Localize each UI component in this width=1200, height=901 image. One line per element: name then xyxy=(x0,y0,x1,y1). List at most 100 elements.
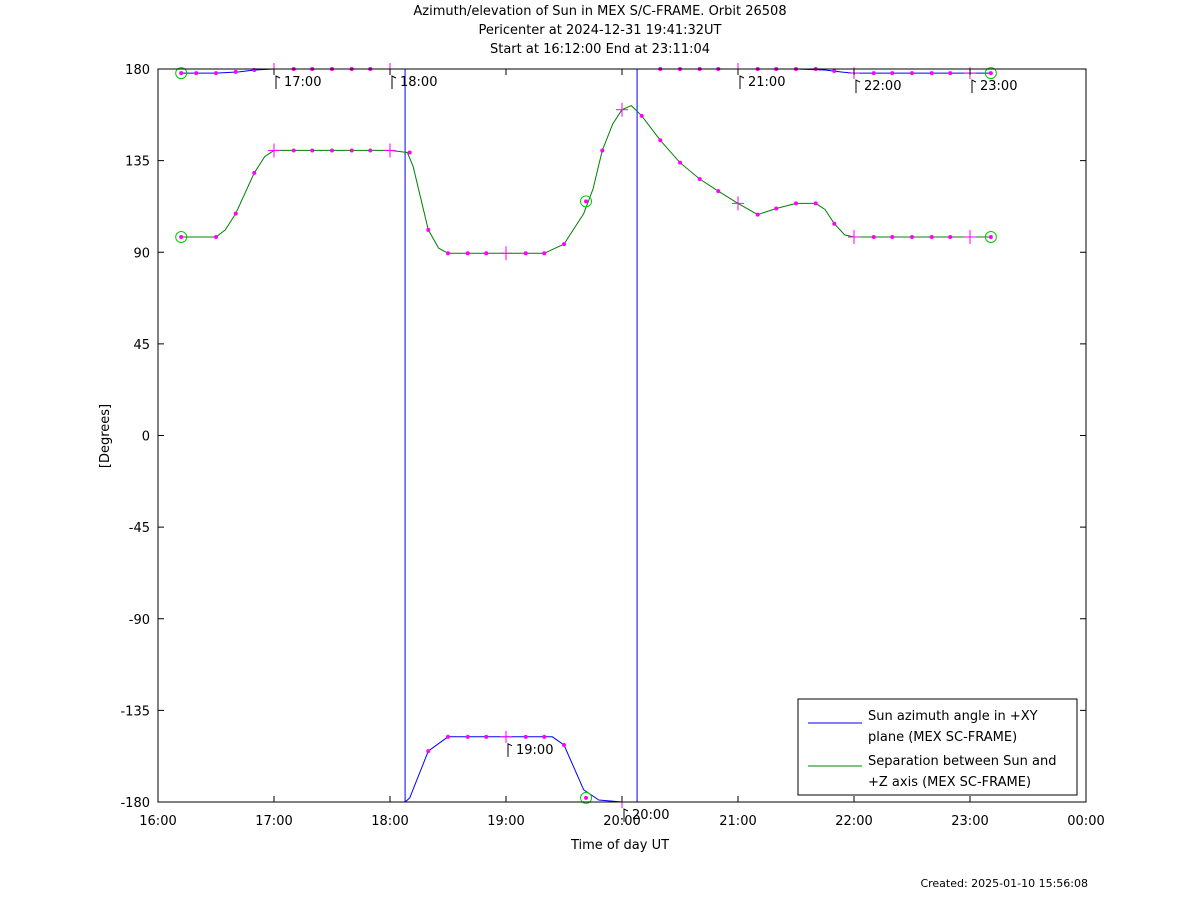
azimuth-hour-arrow xyxy=(739,75,745,89)
separation-marker-dot xyxy=(890,234,895,239)
legend-box xyxy=(797,698,1078,796)
x-tick-label: 19:00 xyxy=(487,814,524,829)
azimuth-marker-dot xyxy=(446,734,450,739)
separation-marker-dot xyxy=(929,234,934,239)
azimuth-marker-dot xyxy=(890,71,895,76)
azimuth-hour-arrow xyxy=(971,79,977,94)
azimuth-hour-label: 19:00 xyxy=(516,743,553,758)
separation-marker-dot xyxy=(639,113,644,118)
legend: Sun azimuth angle in +XY plane (MEX SC-F… xyxy=(797,698,1078,796)
azimuth-marker-dot xyxy=(562,742,566,747)
azimuth-hour-label: 21:00 xyxy=(748,75,785,90)
separation-marker-dot xyxy=(697,176,702,181)
separation-marker-dot xyxy=(910,234,914,239)
azimuth-hour-label: 18:00 xyxy=(400,75,437,90)
azimuth-endpoint-circle xyxy=(580,791,593,804)
x-axis-label: Time of day UT xyxy=(570,838,669,853)
azimuth-marker-dot xyxy=(426,749,431,754)
x-tick-label: 18:00 xyxy=(371,814,408,829)
azimuth-marker-dot xyxy=(910,71,914,76)
x-tick-label: 21:00 xyxy=(719,814,756,829)
x-tick-label: 16:00 xyxy=(139,814,176,829)
azimuth-marker-dot xyxy=(465,734,470,739)
separation-marker-dot xyxy=(755,212,760,217)
separation-marker-dot xyxy=(542,251,547,256)
separation-marker-dot xyxy=(310,148,315,153)
azimuth-marker-dot xyxy=(542,734,547,739)
separation-marker-dot xyxy=(794,201,798,206)
separation-marker-dot xyxy=(813,201,818,206)
chart-title: Azimuth/elevation of Sun in MEX S/C-FRAM… xyxy=(413,4,787,19)
y-tick-label: -45 xyxy=(129,521,150,536)
azimuth-hour-arrow xyxy=(391,75,397,89)
legend-label-separation-2: +Z axis (MEX SC-FRAME) xyxy=(868,775,1031,790)
separation-marker-dot xyxy=(291,148,296,153)
azimuth-marker-dot xyxy=(832,69,837,74)
azimuth-marker-dot xyxy=(948,71,953,76)
azimuth-marker-dot xyxy=(523,734,528,739)
start-end-subtitle: Start at 16:12:00 End at 23:11:04 xyxy=(489,42,711,57)
azimuth-endpoint-dot xyxy=(179,71,184,76)
azimuth-hour-label: 23:00 xyxy=(980,79,1017,94)
separation-line xyxy=(181,105,991,254)
separation-marker-dot xyxy=(600,148,605,153)
x-tick-label: 17:00 xyxy=(255,814,292,829)
y-tick-label: 90 xyxy=(133,246,150,261)
azimuth-hour-label: 22:00 xyxy=(864,79,901,94)
azimuth-marker-dot xyxy=(484,734,489,739)
separation-endpoint-dot xyxy=(988,234,993,239)
separation-marker-dot xyxy=(407,150,412,155)
separation-marker-dot xyxy=(446,251,450,256)
azimuth-endpoint-dot xyxy=(988,71,993,76)
x-tick-label: 00:00 xyxy=(1067,814,1104,829)
y-tick-label: 45 xyxy=(133,338,150,353)
y-tick-label: -180 xyxy=(120,796,150,811)
azimuth-hour-label: 20:00 xyxy=(632,808,669,823)
separation-marker-dot xyxy=(426,227,431,232)
separation-marker-dot xyxy=(233,211,238,216)
azimuth-marker-dot xyxy=(194,71,199,76)
x-tick-label: 23:00 xyxy=(951,814,988,829)
plot-frame xyxy=(157,68,1087,803)
azimuth-hour-label: 17:00 xyxy=(284,75,321,90)
azimuth-endpoint-dot xyxy=(584,795,589,800)
created-timestamp: Created: 2025-01-10 15:56:08 xyxy=(920,877,1088,890)
azimuth-marker-dot xyxy=(214,71,218,76)
y-axis-label: [Degrees] xyxy=(98,404,113,468)
separation-marker-dot xyxy=(678,160,682,165)
separation-marker-dot xyxy=(368,148,373,153)
separation-endpoint-circle xyxy=(580,195,593,208)
azimuth-hour-arrow xyxy=(507,743,513,757)
separation-marker-dot xyxy=(484,251,489,256)
azimuth-marker-dot xyxy=(233,69,238,74)
separation-marker-dot xyxy=(562,242,566,247)
separation-endpoint-dot xyxy=(584,199,589,204)
separation-marker-dot xyxy=(658,138,663,143)
azimuth-marker-dot xyxy=(871,71,876,76)
y-tick-label: 135 xyxy=(125,155,150,170)
separation-marker-dot xyxy=(252,170,257,175)
legend-label-azimuth-1: Sun azimuth angle in +XY xyxy=(868,709,1038,724)
separation-endpoint-dot xyxy=(179,234,184,239)
y-tick-label: -135 xyxy=(120,704,150,719)
y-tick-label: -90 xyxy=(129,613,150,628)
separation-marker-dot xyxy=(523,251,528,256)
separation-endpoint-circle xyxy=(984,230,997,243)
azimuth-hour-arrow xyxy=(275,75,281,89)
pericenter-subtitle: Pericenter at 2024-12-31 19:41:32UT xyxy=(478,23,722,38)
azimuth-endpoint-circle xyxy=(984,67,997,80)
separation-marker-dot xyxy=(774,206,779,211)
x-tick-label: 22:00 xyxy=(835,814,872,829)
separation-marker-dot xyxy=(465,251,470,256)
y-tick-label: 180 xyxy=(125,63,150,78)
separation-marker-dot xyxy=(948,234,953,239)
legend-label-azimuth-2: plane (MEX SC-FRAME) xyxy=(868,730,1017,745)
azimuth-hour-arrow xyxy=(623,808,629,822)
separation-marker-dot xyxy=(330,148,334,153)
azimuth-line-segment xyxy=(404,736,638,803)
azimuth-marker-dot xyxy=(929,71,934,76)
separation-marker-dot xyxy=(871,234,876,239)
separation-marker-dot xyxy=(716,189,721,194)
separation-endpoint-circle xyxy=(175,230,188,243)
